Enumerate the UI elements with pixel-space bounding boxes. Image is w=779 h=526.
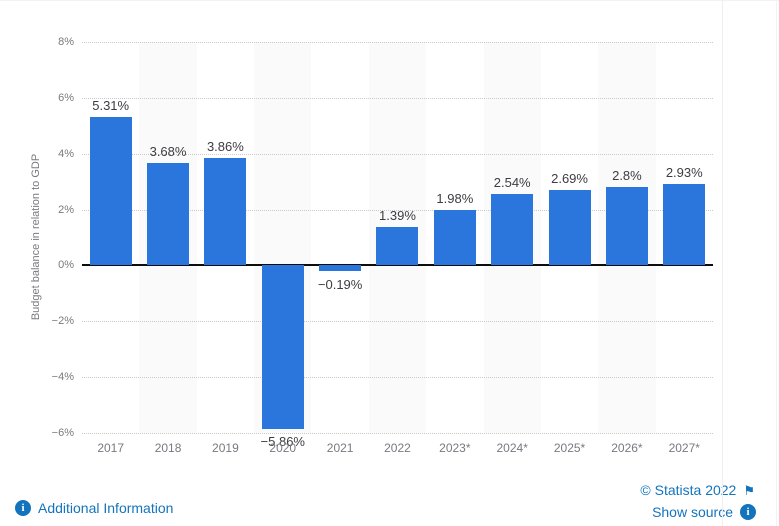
- y-tick-label: 6%: [58, 91, 74, 104]
- copyright-link[interactable]: © Statista 2022 ⚑: [640, 482, 755, 498]
- gridline: [82, 377, 713, 379]
- y-tick-label: 4%: [58, 147, 74, 160]
- x-tick-label: 2018: [154, 441, 182, 455]
- x-tick-label: 2026*: [611, 441, 643, 455]
- x-tick-label: 2025*: [553, 441, 586, 455]
- source-info-icon: i: [740, 504, 756, 520]
- gridline: [82, 209, 713, 211]
- x-tick-label: 2024*: [496, 441, 528, 455]
- value-label: 3.86%: [206, 138, 244, 154]
- x-tick-label: 2020: [269, 441, 297, 455]
- y-tick-label: 2%: [58, 203, 74, 216]
- bar-2018[interactable]: [147, 162, 190, 266]
- bar-2017[interactable]: [89, 117, 132, 266]
- additional-information-label: Additional Information: [38, 500, 174, 516]
- x-tick-label: 2022: [384, 441, 411, 455]
- gridline: [82, 97, 713, 99]
- bar-2019[interactable]: [204, 157, 247, 266]
- bar-2025*[interactable]: [548, 190, 591, 266]
- gridline: [82, 153, 713, 155]
- bar-2020[interactable]: [261, 265, 304, 430]
- bar-2026*[interactable]: [605, 187, 648, 266]
- y-axis-title: Budget balance in relation to GDP: [30, 153, 42, 321]
- y-tick-label: 0%: [58, 259, 74, 272]
- value-label: −5.86%: [260, 434, 305, 449]
- value-label: 3.68%: [149, 143, 187, 159]
- value-label: 2.8%: [612, 168, 642, 184]
- y-tick-label: 8%: [58, 35, 74, 48]
- value-label: 2.54%: [493, 175, 531, 191]
- bar-2022[interactable]: [376, 226, 419, 266]
- value-label: 2.69%: [551, 171, 588, 187]
- y-tick-label: −2%: [51, 315, 74, 328]
- x-tick-label: 2021: [326, 441, 354, 455]
- gridline: [82, 432, 713, 434]
- x-tick-label: 2017: [97, 441, 125, 455]
- bar-2024*[interactable]: [491, 194, 534, 266]
- value-label: −0.19%: [317, 276, 363, 292]
- flag-icon: ⚑: [743, 482, 755, 498]
- info-icon: i: [15, 500, 31, 516]
- x-tick-label: 2019: [212, 441, 239, 455]
- x-tick-label: 2023*: [439, 441, 471, 455]
- value-label: 2.93%: [665, 164, 703, 180]
- copyright-label: © Statista 2022: [640, 482, 737, 498]
- right-content-divider: [722, 0, 723, 526]
- page-top-divider: [0, 0, 779, 1]
- gridline: [82, 321, 713, 323]
- additional-information-link[interactable]: i Additional Information: [15, 500, 173, 516]
- value-label: 1.98%: [436, 191, 474, 207]
- x-tick-label: 2027*: [668, 441, 700, 455]
- y-tick-label: −4%: [51, 371, 74, 384]
- value-label: 1.39%: [379, 207, 416, 223]
- show-source-link[interactable]: Show source i: [652, 504, 756, 520]
- value-label: 5.31%: [92, 98, 130, 114]
- y-tick-label: −6%: [51, 426, 74, 439]
- bar-2023*[interactable]: [433, 210, 476, 266]
- zero-axis-line: [82, 264, 713, 267]
- right-edge-divider: [776, 0, 777, 526]
- show-source-label: Show source: [652, 504, 733, 520]
- bar-2021[interactable]: [319, 265, 362, 271]
- gridline: [82, 41, 713, 43]
- bar-2027*[interactable]: [663, 183, 706, 266]
